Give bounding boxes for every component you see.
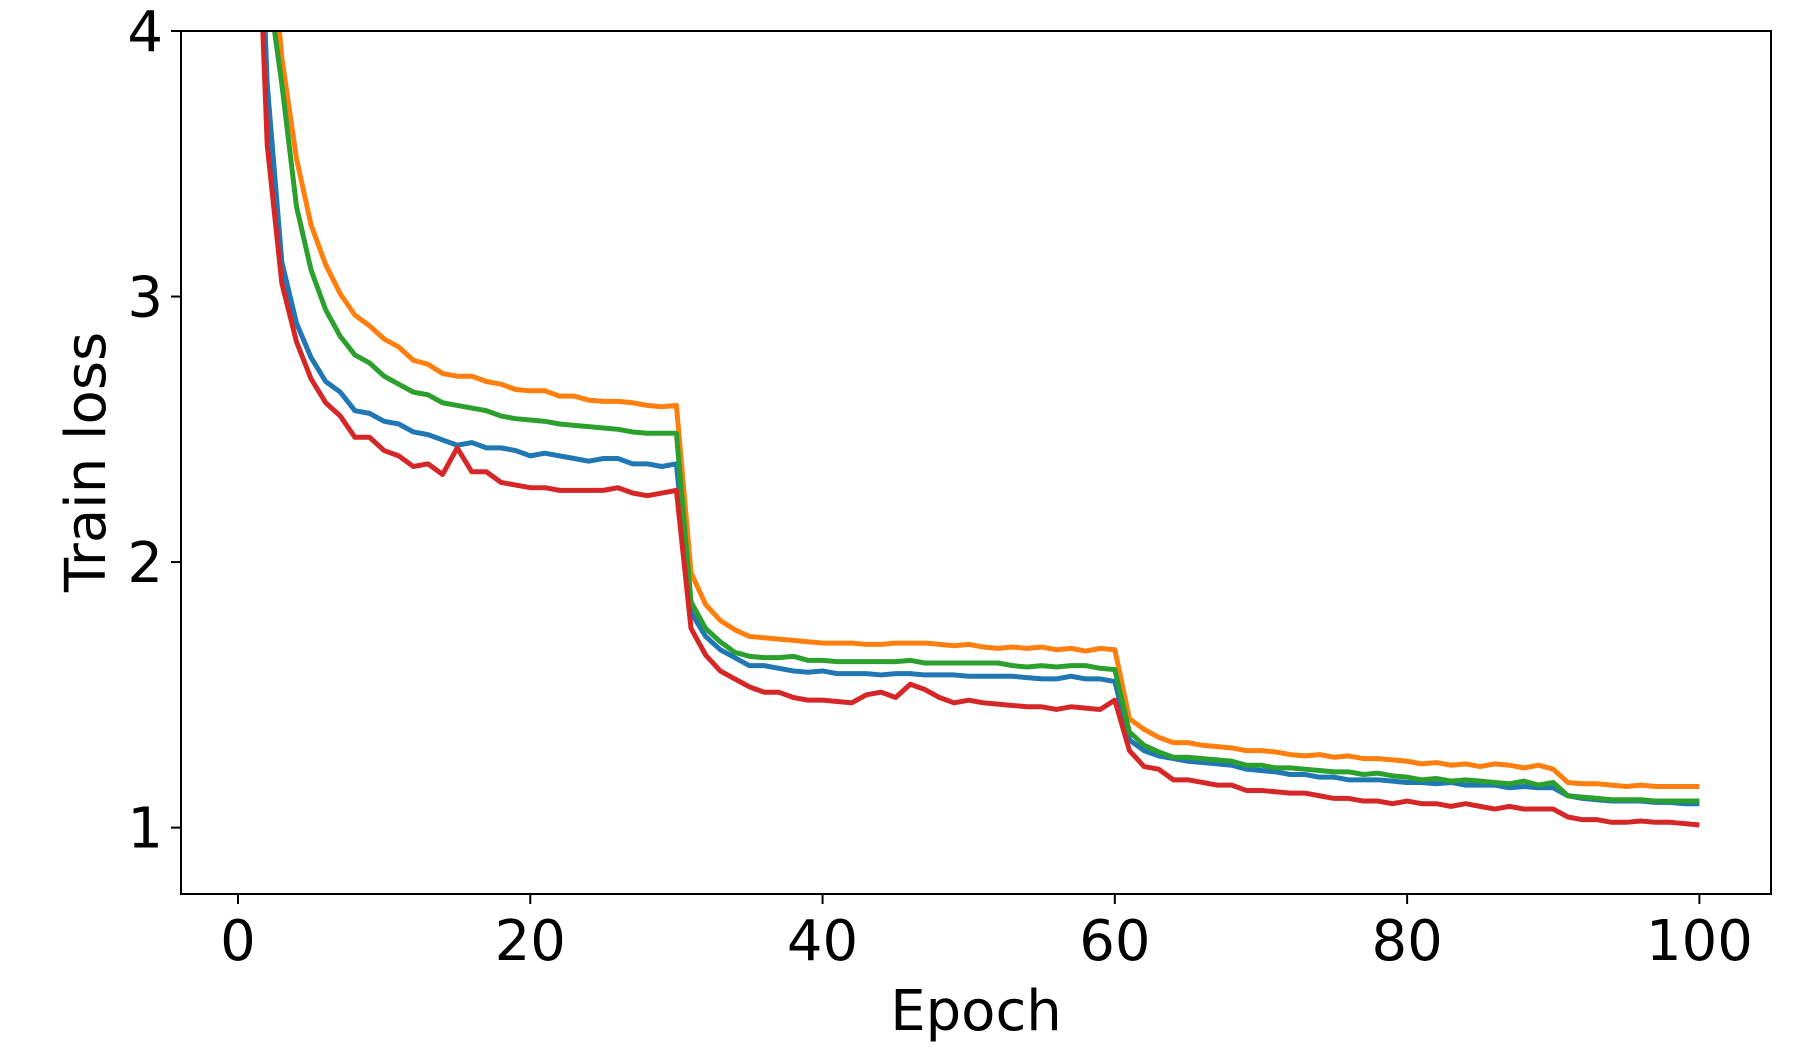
y-tick-label: 4 (127, 0, 163, 65)
series-line (260, 31, 1700, 828)
series-line (276, 31, 1700, 789)
x-tick-label: 40 (787, 909, 858, 974)
series-line (262, 31, 1700, 807)
series-line (272, 31, 1700, 804)
x-tick-label: 60 (1079, 909, 1150, 974)
x-tick-label: 80 (1371, 909, 1442, 974)
x-tick-label: 0 (220, 909, 256, 974)
y-tick-label: 3 (127, 266, 163, 331)
x-axis-label: Epoch (890, 979, 1061, 1044)
plot-frame (180, 30, 1772, 895)
y-axis-label: Train loss (54, 332, 119, 593)
x-tick-label: 20 (495, 909, 566, 974)
plot-area (260, 31, 1700, 828)
x-tick-label: 100 (1646, 909, 1753, 974)
y-tick-label: 2 (127, 531, 163, 596)
y-tick-label: 1 (127, 797, 163, 862)
